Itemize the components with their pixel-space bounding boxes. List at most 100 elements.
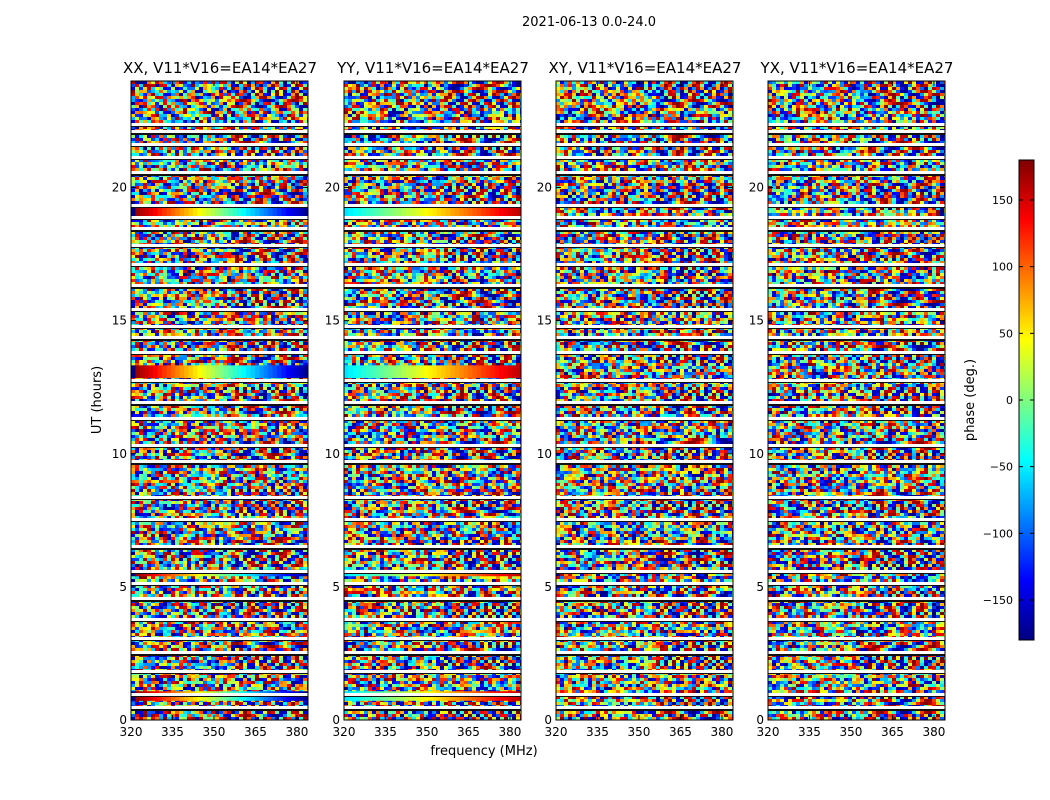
heat-cell bbox=[159, 234, 163, 237]
heat-cell bbox=[211, 354, 215, 357]
heat-cell bbox=[131, 198, 135, 201]
heat-cell bbox=[275, 186, 279, 189]
heat-cell bbox=[299, 189, 303, 192]
heat-cell bbox=[171, 138, 175, 141]
heat-cell bbox=[223, 159, 227, 162]
heat-cell bbox=[279, 222, 283, 225]
heat-cell bbox=[259, 333, 263, 336]
heat-cell bbox=[231, 411, 235, 414]
heat-cell bbox=[247, 186, 251, 189]
heat-cell bbox=[219, 318, 223, 321]
heat-cell bbox=[259, 396, 263, 399]
heat-cell bbox=[239, 117, 243, 120]
heat-cell bbox=[223, 384, 227, 387]
heat-cell bbox=[175, 408, 179, 411]
heat-cell bbox=[271, 90, 275, 93]
heat-cell bbox=[151, 180, 155, 183]
heat-cell bbox=[243, 186, 247, 189]
heat-cell bbox=[235, 384, 239, 387]
heat-cell bbox=[295, 225, 299, 228]
heat-cell bbox=[227, 108, 231, 111]
heat-cell bbox=[211, 279, 215, 282]
heat-cell bbox=[155, 258, 159, 261]
heat-cell bbox=[179, 180, 183, 183]
heat-cell bbox=[255, 111, 259, 114]
heat-cell bbox=[171, 318, 175, 321]
heat-cell bbox=[247, 267, 251, 270]
heat-cell bbox=[135, 282, 139, 285]
heat-cell bbox=[203, 87, 207, 90]
heat-cell bbox=[275, 282, 279, 285]
heat-cell bbox=[191, 261, 195, 264]
heat-cell bbox=[135, 117, 139, 120]
heat-cell bbox=[199, 249, 203, 252]
heat-cell bbox=[227, 396, 231, 399]
heat-cell bbox=[211, 258, 215, 261]
heat-cell bbox=[175, 384, 179, 387]
heat-cell bbox=[291, 270, 295, 273]
heat-cell bbox=[135, 222, 139, 225]
heat-cell bbox=[279, 201, 283, 204]
heat-cell bbox=[267, 261, 271, 264]
heat-cell bbox=[131, 393, 135, 396]
heat-cell bbox=[303, 105, 307, 108]
heat-cell bbox=[223, 321, 227, 324]
heat-cell bbox=[159, 168, 163, 171]
heat-cell bbox=[135, 237, 139, 240]
heat-cell bbox=[235, 240, 239, 243]
heat-cell bbox=[187, 405, 191, 408]
heat-cell bbox=[235, 177, 239, 180]
heat-cell bbox=[275, 168, 279, 171]
heat-cell bbox=[295, 333, 299, 336]
heat-cell bbox=[275, 177, 279, 180]
heat-cell bbox=[279, 393, 283, 396]
heat-cell bbox=[259, 405, 263, 408]
heat-cell bbox=[167, 186, 171, 189]
heat-cell bbox=[251, 300, 255, 303]
heat-cell bbox=[163, 225, 167, 228]
heat-cell bbox=[235, 108, 239, 111]
heat-cell bbox=[235, 348, 239, 351]
heat-cell bbox=[143, 357, 147, 360]
heat-cell bbox=[171, 387, 175, 390]
heat-cell bbox=[279, 300, 283, 303]
heat-cell bbox=[175, 363, 179, 366]
heat-cell bbox=[223, 411, 227, 414]
heat-cell bbox=[235, 387, 239, 390]
heat-cell bbox=[147, 165, 151, 168]
heat-cell bbox=[215, 342, 219, 345]
heat-cell bbox=[195, 387, 199, 390]
heat-cell bbox=[159, 273, 163, 276]
heat-cell bbox=[243, 168, 247, 171]
heat-cell bbox=[135, 189, 139, 192]
heat-cell bbox=[271, 87, 275, 90]
heat-cell bbox=[179, 348, 183, 351]
heat-cell bbox=[187, 150, 191, 153]
heat-cell bbox=[263, 360, 267, 363]
heat-cell bbox=[131, 219, 135, 222]
heat-cell bbox=[255, 393, 259, 396]
heat-cell bbox=[155, 150, 159, 153]
heat-cell bbox=[163, 390, 167, 393]
heat-cell bbox=[155, 186, 159, 189]
heat-cell bbox=[175, 189, 179, 192]
heat-cell bbox=[223, 195, 227, 198]
heat-cell bbox=[231, 408, 235, 411]
heat-cell bbox=[299, 117, 303, 120]
heat-cell bbox=[175, 345, 179, 348]
heat-cell bbox=[227, 411, 231, 414]
heat-cell bbox=[231, 177, 235, 180]
heat-cell bbox=[219, 288, 223, 291]
heat-cell bbox=[275, 147, 279, 150]
heat-cell bbox=[279, 195, 283, 198]
heat-cell bbox=[243, 390, 247, 393]
heat-cell bbox=[295, 315, 299, 318]
heat-cell bbox=[235, 120, 239, 123]
heat-cell bbox=[183, 360, 187, 363]
heat-cell bbox=[191, 105, 195, 108]
heat-cell bbox=[191, 126, 195, 129]
heat-cell bbox=[187, 318, 191, 321]
heat-cell bbox=[147, 318, 151, 321]
heat-cell bbox=[303, 102, 307, 105]
heat-cell bbox=[267, 291, 271, 294]
